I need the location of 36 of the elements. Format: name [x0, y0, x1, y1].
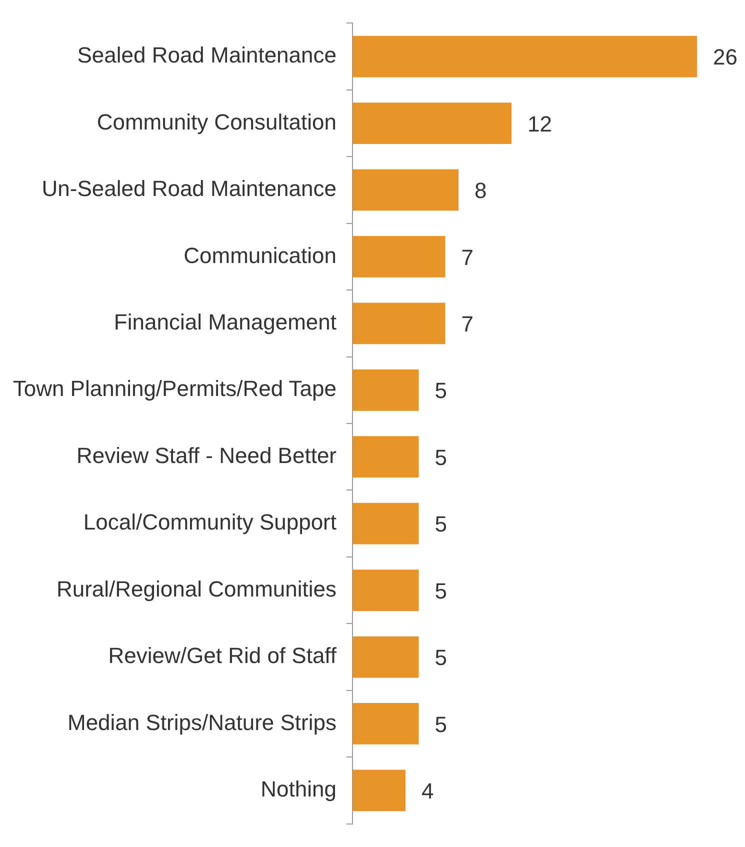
data-label: 26: [713, 44, 738, 70]
data-label: 12: [528, 111, 552, 136]
bar: [352, 436, 419, 478]
data-label: 5: [434, 578, 447, 604]
bar: [352, 570, 419, 611]
bar: [352, 302, 446, 344]
data-label: 5: [434, 378, 447, 404]
y-tick-label: Rural/Regional Communities: [56, 576, 336, 602]
data-label: 5: [434, 645, 447, 670]
data-label: 5: [434, 444, 447, 470]
data-label: 7: [461, 311, 474, 336]
y-tick-label: Median Strips/Nature Strips: [68, 710, 336, 735]
bar: [352, 36, 697, 78]
y-tick-label: Review Staff - Need Better: [76, 442, 336, 468]
y-tick-label: Financial Management: [114, 309, 336, 334]
y-tick-label: Sealed Road Maintenance: [77, 42, 336, 68]
bar: [352, 169, 458, 211]
y-tick-label: Review/Get Rid of Staff: [108, 643, 338, 668]
data-label: 5: [434, 512, 447, 537]
y-tick-label: Communication: [184, 242, 336, 268]
data-label: 7: [461, 244, 474, 270]
bar: [352, 636, 419, 678]
bar: [352, 502, 419, 544]
y-tick-label: Nothing: [260, 776, 336, 802]
bar: [352, 369, 419, 411]
data-label: 4: [422, 778, 434, 804]
data-label: 5: [434, 712, 447, 737]
bar: [352, 102, 512, 144]
y-tick-label: Un-Sealed Road Maintenance: [42, 176, 336, 202]
data-label: 8: [474, 178, 487, 204]
y-tick-label: Local/Community Support: [83, 510, 336, 535]
y-tick-label: Town Planning/Permits/Red Tape: [12, 376, 336, 402]
bar: [352, 770, 406, 812]
bar: [352, 236, 446, 278]
bar: [352, 703, 419, 744]
y-tick-label: Community Consultation: [96, 109, 336, 134]
